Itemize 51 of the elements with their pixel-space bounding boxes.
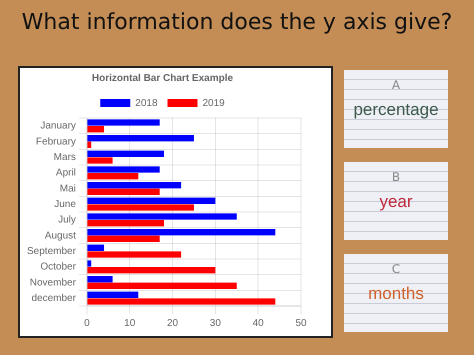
y-tick-label: April [56,168,76,179]
text: months [367,284,425,304]
x-tick-label: 10 [124,318,136,329]
bar [87,173,138,180]
bar [87,157,113,164]
bar [87,267,216,274]
bar [87,119,160,126]
x-tick-label: 0 [84,318,90,329]
legend-label: 2018 [135,98,158,109]
y-tick-label: October [40,262,77,273]
y-tick-label: July [58,214,76,226]
x-tick-label: 30 [210,318,222,329]
bar [87,182,182,188]
bar [87,292,138,298]
y-tick-label: Mai [60,183,76,194]
bar [87,236,160,242]
legend-label: 2019 [202,98,226,109]
bar [87,276,113,282]
bar [87,229,276,236]
y-tick-label: September [26,246,77,257]
bar [87,126,104,132]
bar [87,188,160,195]
bar [87,135,194,142]
text: B [390,169,402,184]
text: What information does the y axis give? [20,10,454,35]
x-tick-label: 20 [166,318,179,329]
x-tick-label: 50 [295,318,307,329]
bar [87,251,182,258]
bar [87,298,276,305]
bar [87,244,104,251]
y-tick-label: January [40,120,76,132]
bar [87,282,237,289]
y-tick-label: december [31,292,77,304]
text: C [390,261,402,276]
text: percentage [352,100,440,120]
text: A [390,77,402,92]
bar [87,198,216,204]
y-tick-label: February [36,136,76,148]
bar [87,166,160,173]
y-tick-label: August [44,230,76,242]
text: year [378,192,414,212]
y-tick-label: June [54,198,76,210]
bar [87,150,164,157]
chart-title: Horizontal Bar Chart Example [92,72,234,84]
bar [87,142,92,148]
bar [87,204,194,211]
y-tick-label: November [30,277,77,288]
y-tick-label: Mars [54,152,76,163]
x-tick-label: 40 [252,318,264,329]
bar [87,213,237,220]
bar [87,220,164,226]
